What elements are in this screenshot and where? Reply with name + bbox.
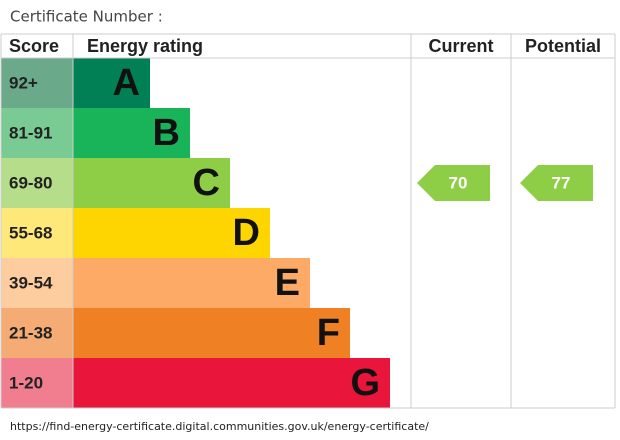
rating-arrow bbox=[520, 165, 593, 201]
rating-letter: D bbox=[233, 212, 260, 254]
score-cell bbox=[1, 358, 73, 408]
rating-letter: A bbox=[113, 62, 140, 104]
rating-bar bbox=[73, 358, 390, 408]
rating-letter: B bbox=[153, 112, 180, 154]
column-header: Energy rating bbox=[87, 36, 203, 56]
rating-letter: F bbox=[317, 312, 340, 354]
rating-bar bbox=[73, 58, 150, 108]
rating-letter: E bbox=[275, 262, 300, 304]
score-cell bbox=[1, 308, 73, 358]
rating-bar bbox=[73, 308, 350, 358]
rating-bar bbox=[73, 208, 270, 258]
rating-value: 77 bbox=[552, 173, 571, 192]
score-range: 81-91 bbox=[9, 123, 52, 142]
rating-letter: G bbox=[350, 362, 380, 404]
rating-bar bbox=[73, 108, 190, 158]
score-range: 55-68 bbox=[9, 223, 52, 242]
score-cell bbox=[1, 158, 73, 208]
chart-title: Certificate Number : bbox=[10, 8, 163, 26]
rating-bar bbox=[73, 258, 310, 308]
score-cell bbox=[1, 208, 73, 258]
score-cell bbox=[1, 108, 73, 158]
rating-letter: C bbox=[193, 162, 220, 204]
column-header: Score bbox=[9, 36, 59, 56]
column-header: Current bbox=[428, 36, 493, 56]
score-cell bbox=[1, 258, 73, 308]
score-range: 92+ bbox=[9, 73, 38, 92]
score-range: 1-20 bbox=[9, 373, 43, 392]
score-range: 69-80 bbox=[9, 173, 52, 192]
column-header: Potential bbox=[525, 36, 601, 56]
score-range: 21-38 bbox=[9, 323, 52, 342]
score-range: 39-54 bbox=[9, 273, 53, 292]
rating-bar bbox=[73, 158, 230, 208]
rating-value: 70 bbox=[449, 173, 468, 192]
footer-url: https://find-energy-certificate.digital.… bbox=[10, 420, 429, 433]
score-cell bbox=[1, 58, 73, 108]
rating-arrow bbox=[417, 165, 490, 201]
